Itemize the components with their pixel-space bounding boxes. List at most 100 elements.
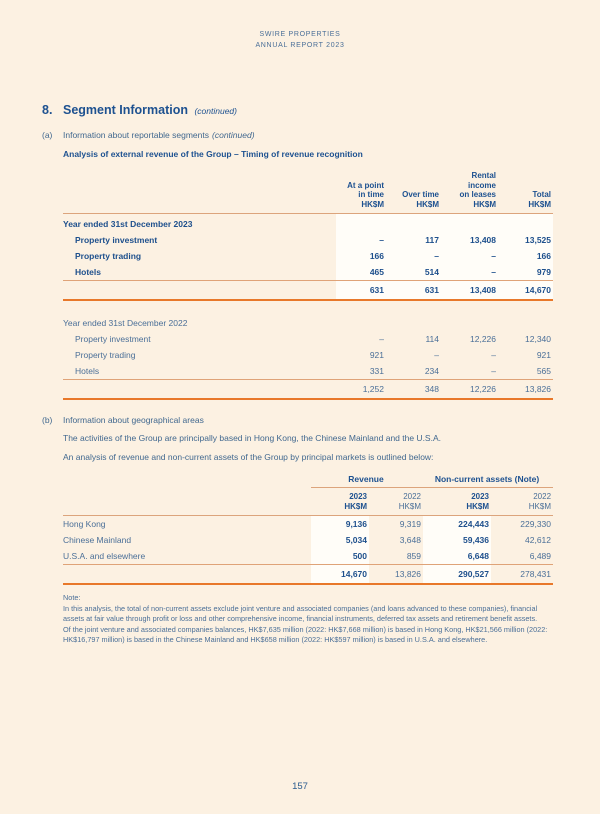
cell-value: – <box>434 350 439 360</box>
table-row-2022-property-trading: Property trading 921 – – 921 <box>63 347 553 363</box>
subsection-a-title: Information about reportable segments <box>63 130 210 140</box>
cell-value: – <box>441 264 498 281</box>
table-row-chinese-mainland: Chinese Mainland 5,034 3,648 59,436 42,6… <box>63 532 553 548</box>
total-row-spacer <box>63 379 336 400</box>
year-2022-caption-row: Year ended 31st December 2022 <box>63 313 553 331</box>
highlight-cell <box>498 213 553 232</box>
page-content: 8. Segment Information (continued) (a) In… <box>42 101 554 646</box>
note-title: Note: <box>63 593 81 602</box>
section-title: Segment Information <box>63 103 189 117</box>
column-header-total: Total HK$M <box>498 168 553 214</box>
table-row-2023-property-trading: Property trading 166 – – 166 <box>63 248 553 264</box>
cell-value: – <box>491 350 496 360</box>
table-row-2023-property-investment: Property investment – 117 13,408 13,525 <box>63 232 553 248</box>
total-value: 12,226 <box>441 379 498 400</box>
cell-value: 234 <box>424 366 439 376</box>
total-value: 348 <box>386 379 441 400</box>
cell-value: 59,436 <box>423 532 491 548</box>
cell-value: 565 <box>536 366 551 376</box>
table-row-usa-and-elsewhere: U.S.A. and elsewhere 500 859 6,648 6,489 <box>63 548 553 565</box>
note-para-1: In this analysis, the total of non-curre… <box>63 603 538 624</box>
column-header-nca-2022: 2022 HK$M <box>491 487 554 516</box>
row-label: Property trading <box>75 251 142 261</box>
cell-value: 514 <box>386 264 441 281</box>
subsection-b: (b) Information about geographical areas <box>42 415 552 425</box>
total-value: 13,826 <box>369 564 423 585</box>
cell-value: – <box>386 248 441 264</box>
section-number: 8. <box>42 103 53 117</box>
cell-value: 42,612 <box>525 535 552 545</box>
header-company: SWIRE PROPERTIES <box>259 31 341 38</box>
subsection-a-continued: (continued) <box>212 130 255 140</box>
section-heading: 8. Segment Information (continued) <box>42 101 552 119</box>
note-para-2: Of the joint venture and associated comp… <box>63 624 548 645</box>
highlight-cell <box>336 213 386 232</box>
cell-value: 6,648 <box>423 548 491 565</box>
total-value: 1,252 <box>336 379 386 400</box>
subsection-a: (a) Information about reportable segment… <box>42 130 552 140</box>
group-header-revenue: Revenue <box>311 471 423 488</box>
column-header-at-a-point-in-time: At a point in time HK$M <box>336 168 386 214</box>
total-row-2023: 631 631 13,408 14,670 <box>63 280 553 301</box>
cell-value: 9,136 <box>311 515 369 532</box>
column-header-over-time: Over time HK$M <box>386 168 441 214</box>
table2-subheader-spacer <box>63 487 311 516</box>
subsection-b-label: (b) <box>42 415 53 425</box>
row-label: Property investment <box>75 334 151 344</box>
total-row-spacer <box>63 564 311 585</box>
row-label: U.S.A. and elsewhere <box>63 551 146 561</box>
cell-value: – <box>379 334 384 344</box>
revenue-recognition-table: At a point in time HK$M Over time HK$M R… <box>63 168 553 400</box>
total-value: 13,408 <box>441 280 498 301</box>
group-header-non-current-assets: Non-current assets (Note) <box>423 471 554 488</box>
row-label: Hotels <box>75 366 100 376</box>
table1-header-spacer <box>63 168 336 214</box>
table-row-2022-hotels: Hotels 331 234 – 565 <box>63 363 553 380</box>
cell-value: 13,525 <box>498 232 553 248</box>
cell-value: 12,226 <box>470 334 496 344</box>
total-value: 631 <box>386 280 441 301</box>
column-header-nca-2023: 2023 HK$M <box>423 487 491 516</box>
row-label: Property trading <box>75 350 136 360</box>
total-value: 278,431 <box>491 564 554 585</box>
cell-value: 224,443 <box>423 515 491 532</box>
cell-value: 12,340 <box>525 334 551 344</box>
cell-value: – <box>336 232 386 248</box>
cell-value: 859 <box>406 551 421 561</box>
page-header: SWIRE PROPERTIES ANNUAL REPORT 2023 <box>0 0 600 51</box>
geographical-table: Revenue Non-current assets (Note) 2023 H… <box>63 471 554 585</box>
cell-value: 500 <box>311 548 369 565</box>
cell-value: – <box>441 248 498 264</box>
cell-value: 13,408 <box>441 232 498 248</box>
cell-value: 166 <box>336 248 386 264</box>
row-label: Chinese Mainland <box>63 535 132 545</box>
year-2023-caption-row: Year ended 31st December 2023 <box>63 213 553 232</box>
subsection-b-title: Information about geographical areas <box>63 415 204 425</box>
cell-value: 229,330 <box>520 519 552 529</box>
total-row-geographical: 14,670 13,826 290,527 278,431 <box>63 564 554 585</box>
table2-subheader-row: 2023 HK$M 2022 HK$M 2023 HK$M 2022 HK$M <box>63 487 554 516</box>
total-row-spacer <box>63 280 336 301</box>
table2-group-spacer <box>63 471 311 488</box>
total-value: 14,670 <box>311 564 369 585</box>
year-2022-caption: Year ended 31st December 2022 <box>63 318 188 328</box>
cell-value: 6,489 <box>529 551 552 561</box>
total-value: 290,527 <box>423 564 491 585</box>
table-section-gap <box>63 300 553 313</box>
cell-value: 9,319 <box>399 519 421 529</box>
geography-paragraph-2: An analysis of revenue and non-current a… <box>63 452 434 462</box>
cell-value: 5,034 <box>311 532 369 548</box>
column-header-revenue-2023: 2023 HK$M <box>311 487 369 516</box>
table-row-hong-kong: Hong Kong 9,136 9,319 224,443 229,330 <box>63 515 553 532</box>
total-row-2022: 1,252 348 12,226 13,826 <box>63 379 553 400</box>
cell-value: 166 <box>498 248 553 264</box>
table-row-2023-hotels: Hotels 465 514 – 979 <box>63 264 553 281</box>
geography-paragraph-1: The activities of the Group are principa… <box>63 433 441 443</box>
row-label: Property investment <box>75 235 158 245</box>
table2-group-header-row: Revenue Non-current assets (Note) <box>63 471 554 488</box>
page-number: 157 <box>292 781 308 792</box>
total-value: 14,670 <box>498 280 553 301</box>
highlight-cell <box>441 213 498 232</box>
cell-value: 465 <box>336 264 386 281</box>
